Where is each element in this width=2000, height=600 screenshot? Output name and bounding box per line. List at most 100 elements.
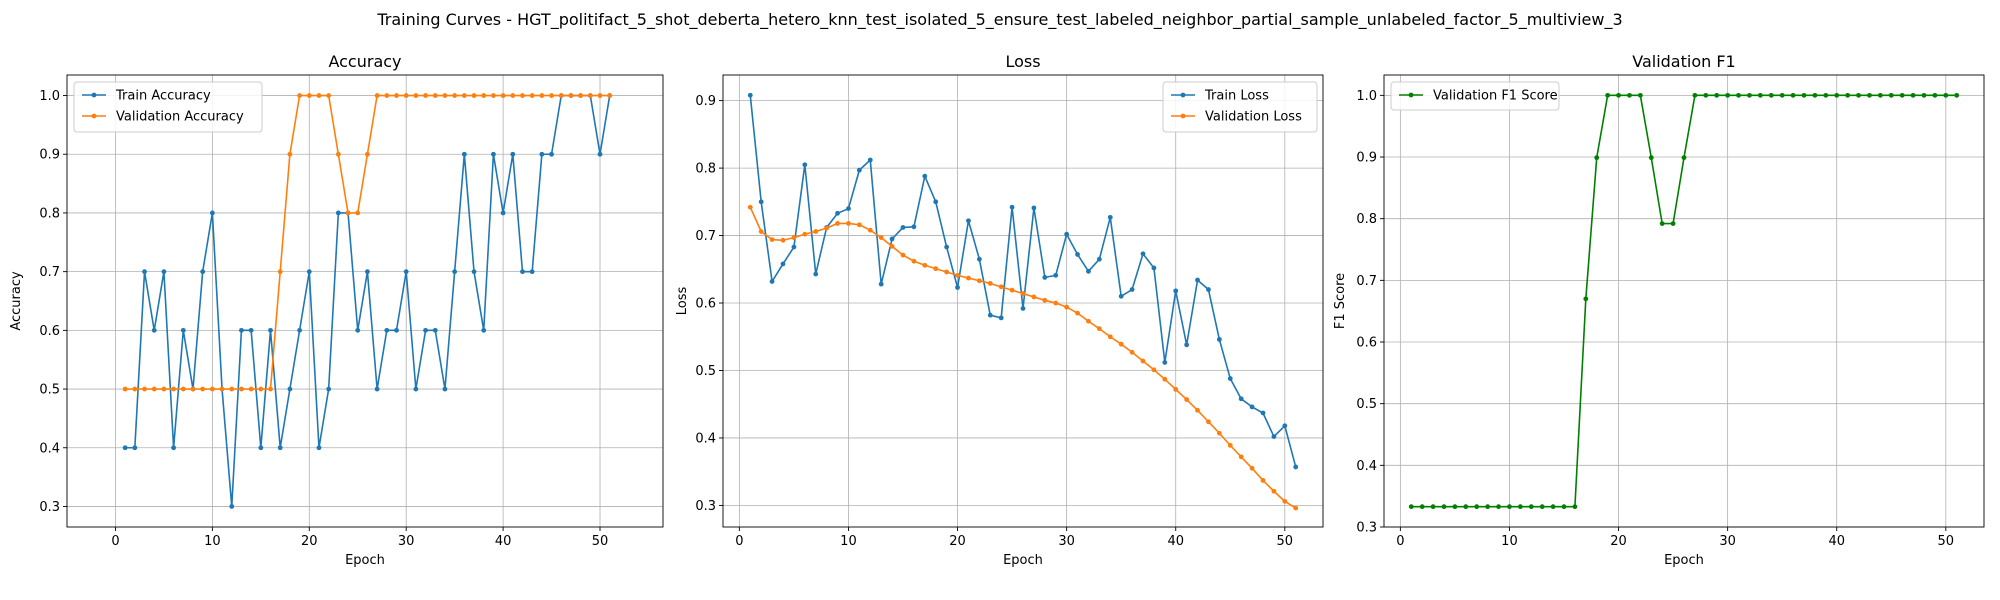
data-point <box>209 386 215 392</box>
data-point <box>1736 92 1741 98</box>
x-tick-label: 50 <box>592 534 609 549</box>
data-point <box>747 92 753 98</box>
data-point <box>1064 231 1070 237</box>
data-point <box>1430 504 1436 510</box>
y-tick-label: 0.3 <box>39 500 60 515</box>
y-tick-label: 0.5 <box>1356 397 1377 412</box>
data-point <box>944 244 950 250</box>
x-tick-label: 40 <box>1828 534 1845 549</box>
data-point <box>835 210 840 216</box>
data-point <box>190 386 196 392</box>
x-tick-label: 50 <box>1277 534 1294 549</box>
data-point <box>1075 252 1080 257</box>
data-point <box>491 93 496 98</box>
data-point <box>1206 419 1211 425</box>
data-point <box>1714 92 1720 98</box>
data-point <box>966 275 971 281</box>
data-point <box>345 210 351 216</box>
legend-swatch-marker <box>1180 113 1186 119</box>
data-point <box>1118 341 1124 347</box>
data-point <box>835 221 840 226</box>
data-point <box>326 386 332 392</box>
data-point <box>568 93 574 98</box>
data-point <box>758 199 764 205</box>
legend-entry-label: Validation F1 Score <box>1433 89 1558 104</box>
x-axis-label: Epoch <box>345 553 385 568</box>
data-point <box>394 93 399 98</box>
data-point <box>1616 92 1621 98</box>
legend-swatch-marker <box>91 92 97 98</box>
data-point <box>161 386 167 392</box>
legend: Train Accuracy Validation Accuracy <box>73 81 263 133</box>
data-point <box>1238 454 1244 460</box>
y-tick-label: 0.6 <box>695 297 716 312</box>
x-axis-label: Epoch <box>1003 553 1043 568</box>
legend-swatch-marker <box>91 113 97 119</box>
data-point <box>1954 92 1960 98</box>
data-point <box>813 271 819 277</box>
data-point <box>258 445 264 451</box>
data-point <box>432 327 438 333</box>
data-point <box>1659 221 1665 227</box>
data-point <box>922 262 928 268</box>
data-point <box>1910 92 1916 98</box>
data-point <box>889 236 895 242</box>
data-point <box>1096 326 1102 332</box>
y-tick-label: 0.8 <box>39 206 60 221</box>
x-tick-label: 30 <box>1058 534 1075 549</box>
data-point <box>268 327 273 333</box>
data-point <box>780 237 786 243</box>
data-point <box>846 221 851 226</box>
data-point <box>1670 221 1676 227</box>
axes-frame <box>722 74 1324 528</box>
legend-entry-label: Train Accuracy <box>115 89 211 104</box>
x-tick-label: 0 <box>111 534 119 549</box>
data-point <box>769 237 775 243</box>
data-point <box>461 151 467 157</box>
data-point <box>1605 92 1611 98</box>
data-point <box>500 93 506 98</box>
x-tick-label: 20 <box>301 534 318 549</box>
data-point <box>539 151 545 157</box>
data-point <box>1293 505 1299 511</box>
data-point <box>287 386 293 392</box>
data-point <box>1539 504 1545 510</box>
data-point <box>549 93 554 98</box>
data-point <box>867 157 873 163</box>
data-point <box>180 327 186 333</box>
data-point <box>1020 291 1026 296</box>
data-point <box>944 269 950 275</box>
figure-suptitle: Training Curves - HGT_politifact_5_shot_… <box>376 10 1622 30</box>
data-point <box>1485 504 1491 510</box>
data-point <box>1812 92 1818 98</box>
data-point <box>1129 349 1135 355</box>
data-point <box>394 327 399 333</box>
data-point <box>998 284 1004 290</box>
data-point <box>1834 92 1840 98</box>
data-point <box>1227 442 1233 448</box>
data-point <box>856 167 862 173</box>
data-point <box>510 151 516 157</box>
x-tick-label: 40 <box>1167 534 1184 549</box>
data-point <box>889 243 895 249</box>
data-point <box>500 210 506 216</box>
data-point <box>1561 504 1567 510</box>
data-point <box>268 386 273 392</box>
legend-box <box>73 81 263 133</box>
x-tick-label: 40 <box>495 534 512 549</box>
data-point <box>297 93 302 98</box>
x-tick-label: 10 <box>840 534 857 549</box>
data-point <box>1452 504 1458 510</box>
data-point <box>597 151 603 157</box>
y-tick-label: 0.4 <box>1356 459 1377 474</box>
data-point <box>1757 92 1763 98</box>
x-tick-label: 30 <box>1719 534 1736 549</box>
data-point <box>1496 504 1501 510</box>
y-tick-label: 0.4 <box>39 441 60 456</box>
y-tick-label: 0.9 <box>1356 151 1377 166</box>
chart-panel-2: 0 10 20 30 40 50 0.3 0.4 0.5 0.6 0.7 0.8 0.9 Loss Epoc… <box>675 52 1324 568</box>
y-tick-label: 0.9 <box>39 148 60 163</box>
data-point <box>384 93 390 98</box>
data-point <box>1282 423 1288 429</box>
data-point <box>1009 287 1015 293</box>
